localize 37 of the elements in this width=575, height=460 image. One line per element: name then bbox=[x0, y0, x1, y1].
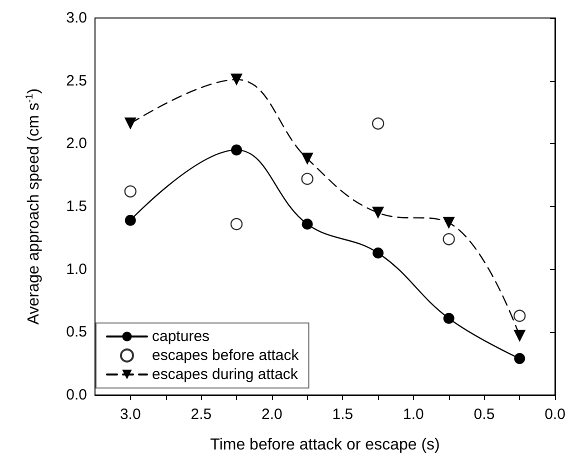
x-tick-label: 3.0 bbox=[120, 406, 141, 423]
x-tick-label: 2.0 bbox=[261, 406, 282, 423]
y-tick-label: 2.5 bbox=[66, 72, 87, 90]
point bbox=[442, 216, 455, 229]
point bbox=[514, 310, 526, 322]
point bbox=[372, 206, 384, 219]
x-tick-label: 1.5 bbox=[332, 406, 354, 423]
point bbox=[372, 248, 384, 258]
point bbox=[514, 353, 526, 364]
y-tick-label: 0.0 bbox=[66, 386, 87, 404]
y-axis-title: Average approach speed (cm s-1) bbox=[24, 88, 42, 325]
point bbox=[124, 185, 136, 198]
point bbox=[301, 152, 314, 165]
point bbox=[231, 144, 242, 156]
point bbox=[124, 118, 136, 130]
legend-label: captures bbox=[152, 328, 210, 345]
point bbox=[124, 214, 136, 226]
point bbox=[301, 172, 314, 185]
y-tick-label: 2.0 bbox=[66, 135, 87, 152]
point bbox=[372, 117, 384, 130]
point bbox=[230, 218, 243, 230]
x-tick-label: 0.5 bbox=[474, 406, 495, 423]
legend-label: escapes during attack bbox=[152, 366, 298, 383]
point bbox=[514, 330, 526, 342]
y-tick-label: 0.5 bbox=[66, 324, 87, 341]
x-tick-label: 2.5 bbox=[190, 406, 212, 423]
y-tick-label: 1.0 bbox=[66, 260, 87, 278]
point bbox=[443, 312, 454, 324]
legend-label: escapes before attack bbox=[152, 347, 300, 364]
point bbox=[230, 74, 243, 86]
point bbox=[302, 218, 313, 230]
x-tick-label: 0.0 bbox=[544, 406, 566, 423]
x-axis-title: Time before attack or escape (s) bbox=[210, 436, 440, 454]
point bbox=[442, 233, 455, 246]
x-tick-label: 1.0 bbox=[403, 406, 424, 423]
y-tick-label: 1.5 bbox=[66, 198, 87, 215]
y-tick-label: 3.0 bbox=[66, 10, 87, 26]
